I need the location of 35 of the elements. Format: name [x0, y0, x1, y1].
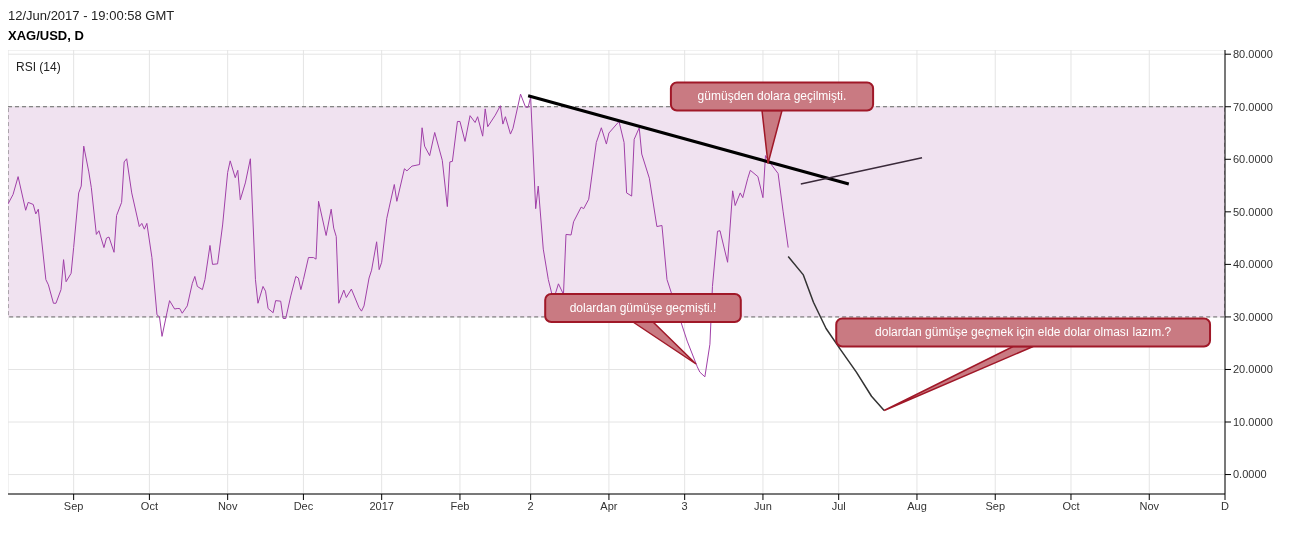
x-tick-label: Oct: [140, 499, 158, 512]
speech-callout: dolardan gümüşe geçmişti.!: [544, 293, 742, 365]
x-tick-label: Sep: [985, 499, 1006, 512]
x-tick-label: 2017: [369, 499, 394, 512]
x-tick-label: Nov: [217, 499, 238, 512]
x-tick-label: Jun: [754, 499, 772, 512]
x-tick-label: Apr: [600, 499, 618, 512]
x-tick-label: Jul: [831, 499, 846, 512]
x-tick-label: Oct: [1062, 499, 1080, 512]
x-tick-label: Dec: [293, 499, 314, 512]
annotation: dolardan gümüşe geçmişti.!: [569, 301, 717, 315]
x-tick-label: Aug: [907, 499, 927, 512]
y-tick-label: 20.0000: [1233, 363, 1273, 376]
x-tick-label: 2: [527, 499, 534, 512]
chart-title: XAG/USD, D: [8, 28, 85, 45]
y-tick-label: 0.0000: [1233, 468, 1267, 481]
speech-callout: dolardan gümüşe geçmek için elde dolar olması lazım.?: [835, 317, 1212, 412]
x-tick-label: Nov: [1139, 499, 1160, 512]
y-tick-label: 80.0000: [1233, 48, 1273, 61]
x-tick-label: D: [1221, 499, 1230, 512]
x-tick-label: 3: [681, 499, 688, 512]
y-tick-label: 30.0000: [1233, 310, 1273, 323]
x-tick-label: Feb: [450, 499, 470, 512]
y-tick-label: 50.0000: [1233, 205, 1273, 218]
speech-callout: gümüşden dolara geçilmişti.: [669, 81, 875, 165]
annotation: dolardan gümüşe geçmek için elde dolar olması lazım.?: [875, 325, 1172, 340]
y-axis-title: RSI (14): [16, 60, 61, 74]
annotation: gümüşden dolara geçilmişti.: [697, 89, 847, 104]
y-tick-label: 60.0000: [1233, 153, 1273, 166]
y-tick-label: 10.0000: [1233, 415, 1273, 428]
text: 12/Jun/2017 - 19:00:58 GMT: [8, 8, 176, 25]
line-series: [8, 93, 789, 378]
y-tick-label: 70.0000: [1233, 100, 1273, 113]
y-tick-label: 40.0000: [1233, 258, 1273, 271]
x-tick-label: Sep: [63, 499, 84, 512]
